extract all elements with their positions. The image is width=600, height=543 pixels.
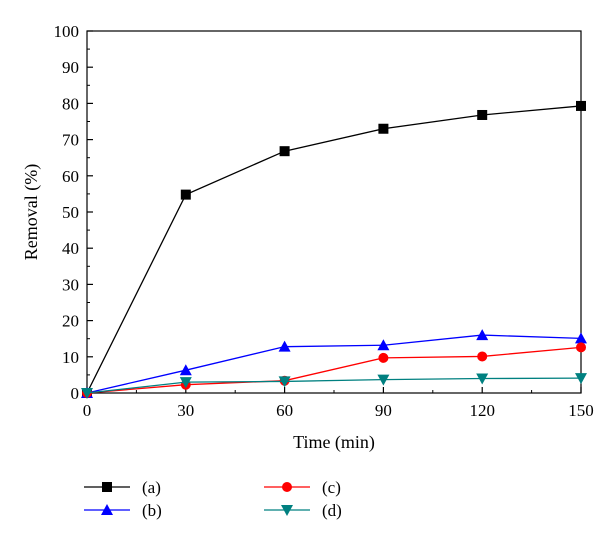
y-tick-label: 70 bbox=[62, 131, 79, 150]
data-point bbox=[575, 373, 587, 385]
legend-marker bbox=[282, 482, 292, 492]
legend-label: (a) bbox=[142, 478, 161, 497]
legend-item: (a) bbox=[84, 478, 161, 497]
data-point bbox=[81, 388, 93, 399]
data-point bbox=[477, 109, 488, 120]
legend-marker bbox=[102, 482, 112, 492]
x-tick-label: 150 bbox=[568, 401, 594, 420]
legend-marker bbox=[101, 504, 113, 515]
data-point bbox=[278, 376, 291, 388]
plot-border bbox=[86, 30, 582, 394]
plot-frame bbox=[86, 30, 582, 394]
series-3 bbox=[82, 342, 586, 398]
legend: (a) (b) (c) (d) bbox=[84, 478, 342, 520]
x-tick-label: 90 bbox=[375, 401, 392, 420]
x-tick-label: 60 bbox=[276, 401, 293, 420]
x-tick-label: 30 bbox=[177, 401, 194, 420]
x-axis: 0 30 60 90 120 150 bbox=[83, 387, 594, 420]
series-line bbox=[86, 334, 582, 394]
y-tick-label: 100 bbox=[54, 22, 80, 41]
legend-item: (b) bbox=[84, 501, 162, 520]
data-point bbox=[378, 123, 389, 134]
y-tick-label: 90 bbox=[62, 58, 79, 77]
y-tick-label: 80 bbox=[62, 94, 79, 113]
data-point bbox=[477, 351, 488, 362]
data-point bbox=[279, 146, 290, 157]
data-point bbox=[576, 100, 586, 111]
y-tick-label: 60 bbox=[62, 167, 79, 186]
legend-label: (d) bbox=[322, 501, 342, 520]
data-point bbox=[179, 364, 192, 376]
x-axis-title: Time (min) bbox=[293, 432, 375, 453]
x-tick-label: 120 bbox=[469, 401, 495, 420]
series-line bbox=[86, 346, 582, 394]
y-tick-label: 10 bbox=[62, 348, 79, 367]
legend-item: (d) bbox=[264, 501, 342, 520]
y-tick-label: 0 bbox=[71, 384, 80, 403]
legend-label: (c) bbox=[322, 478, 341, 497]
data-point bbox=[576, 342, 586, 353]
data-point bbox=[575, 332, 587, 344]
data-point bbox=[180, 189, 191, 200]
x-tick-label: 0 bbox=[83, 401, 92, 420]
legend-marker bbox=[281, 505, 293, 516]
data-point bbox=[377, 374, 390, 386]
y-axis: 0 10 20 30 40 50 60 70 80 90 100 bbox=[54, 22, 93, 403]
y-axis-title: Removal (%) bbox=[21, 164, 42, 260]
series-line bbox=[86, 105, 582, 394]
series-line bbox=[86, 377, 582, 394]
data-point bbox=[278, 340, 291, 352]
data-point bbox=[179, 377, 192, 389]
y-tick-label: 40 bbox=[62, 239, 79, 258]
y-tick-label: 50 bbox=[62, 203, 79, 222]
data-point bbox=[476, 373, 489, 385]
legend-item: (c) bbox=[264, 478, 341, 497]
y-tick-label: 20 bbox=[62, 312, 79, 331]
series-4 bbox=[81, 373, 587, 399]
data-point bbox=[476, 329, 489, 341]
series-layer bbox=[81, 100, 587, 399]
data-point bbox=[378, 352, 389, 363]
y-tick-label: 30 bbox=[62, 275, 79, 294]
legend-label: (b) bbox=[142, 501, 162, 520]
data-point bbox=[377, 339, 390, 351]
